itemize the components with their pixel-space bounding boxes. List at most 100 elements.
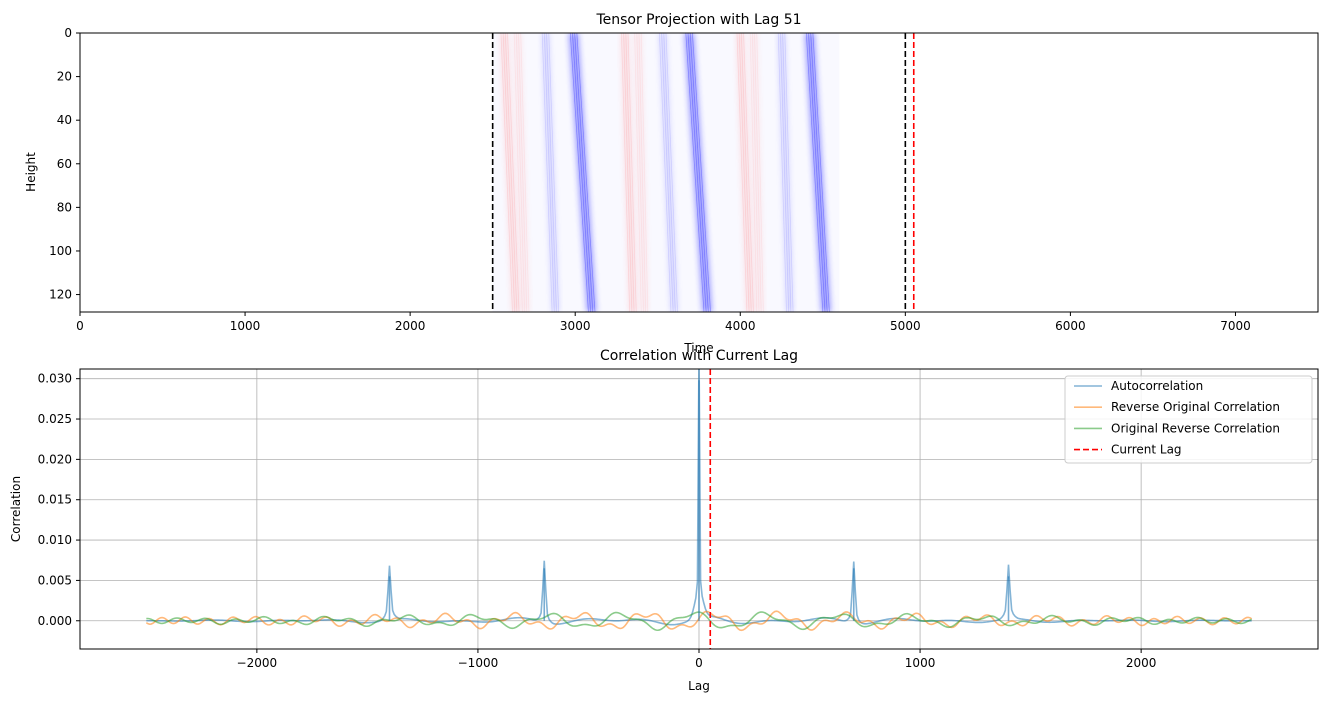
correlation-x-tick-label: −1000 <box>458 656 499 670</box>
heatmap-stripe <box>500 33 520 312</box>
heatmap-streak <box>638 33 646 312</box>
heatmap-streak <box>805 33 824 312</box>
correlation-y-tick-label: 0.005 <box>38 573 72 587</box>
heatmap-streak <box>548 33 560 312</box>
correlation-y-tick-label: 0.025 <box>38 412 72 426</box>
heatmap-streak <box>520 33 530 312</box>
heatmap-streak <box>692 33 711 312</box>
heatmap-streak <box>754 33 762 312</box>
heatmap-streak <box>572 33 591 312</box>
heatmap-streak <box>576 33 596 312</box>
heatmap-stripe <box>804 33 832 312</box>
heatmap-streak <box>640 33 649 312</box>
heatmap-streak <box>621 33 631 312</box>
heatmap-stripe <box>749 33 765 312</box>
correlation-y-tick-label: 0.020 <box>38 452 72 466</box>
heatmap-title: Tensor Projection with Lag 51 <box>595 12 801 28</box>
heatmap-y-tick-label: 100 <box>49 244 72 258</box>
heatmap-y-tick-label: 120 <box>49 288 72 302</box>
heatmap-y-tick-label: 60 <box>57 157 72 171</box>
heatmap-streak <box>784 33 794 312</box>
heatmap-streak <box>574 33 594 312</box>
heatmap-streak <box>623 33 633 312</box>
correlation-y-ticks: 0.000 0.005 0.010 0.015 0.020 0.025 0.030 <box>38 372 80 628</box>
heatmap-y-label: Height <box>24 152 38 192</box>
correlation-y-tick-label: 0.000 <box>38 614 72 628</box>
heatmap-y-tick-label: 80 <box>57 200 72 214</box>
correlation-y-tick-label: 0.030 <box>38 372 72 386</box>
heatmap-x-tick-label: 3000 <box>560 319 591 333</box>
heatmap-streak <box>685 33 705 312</box>
heatmap-streak <box>810 33 828 312</box>
heatmap-streak <box>663 33 676 312</box>
correlation-y-tick-label: 0.015 <box>38 493 72 507</box>
heatmap-streak <box>808 33 826 312</box>
heatmap-streak <box>752 33 760 312</box>
heatmap-y-tick-label: 20 <box>57 70 72 84</box>
heatmap-x-tick-label: 6000 <box>1055 319 1086 333</box>
heatmap-stripe <box>736 33 755 312</box>
heatmap-streak <box>741 33 752 312</box>
legend-label: Reverse Original Correlation <box>1111 400 1280 414</box>
correlation-y-label: Correlation <box>9 476 23 542</box>
heatmap-streak <box>777 33 787 312</box>
legend-label: Current Lag <box>1111 443 1182 457</box>
heatmap-stripe <box>658 33 679 312</box>
heatmap-frame <box>79 32 1319 313</box>
correlation-title: Correlation with Current Lag <box>600 348 798 364</box>
heatmap-streak <box>665 33 678 312</box>
heatmap-x-tick-label: 1000 <box>230 319 261 333</box>
heatmap-x-tick-label: 4000 <box>725 319 756 333</box>
legend-box <box>1064 375 1313 464</box>
correlation-x-tick-label: −2000 <box>237 656 278 670</box>
heatmap-y-tick-label: 0 <box>64 26 72 40</box>
heatmap-x-tick-label: 5000 <box>890 319 921 333</box>
correlation-x-tick-label: 1000 <box>905 656 936 670</box>
heatmap-streak <box>687 33 707 312</box>
heatmap-streak <box>659 33 672 312</box>
heatmap-stripe <box>633 33 649 312</box>
heatmap-stripe <box>684 33 713 312</box>
heatmap-streak <box>812 33 830 312</box>
heatmap-streak <box>627 33 637 312</box>
heatmap-x-label: Time <box>683 341 713 355</box>
heatmap-stripe <box>777 33 794 312</box>
heatmap-x-tick-label: 2000 <box>395 319 426 333</box>
heatmap-streak <box>625 33 635 312</box>
correlation-y-tick-label: 0.010 <box>38 533 72 547</box>
heatmap-streak <box>736 33 748 312</box>
heatmap-streak <box>502 33 516 312</box>
heatmap-streak <box>544 33 555 312</box>
heatmap-streak <box>569 33 589 312</box>
heatmap-streak <box>634 33 642 312</box>
correlation-panel: Correlation with Current Lag −2000 −1000 0… <box>9 348 1319 693</box>
heatmap-stripe <box>541 33 560 312</box>
legend: Autocorrelation Reverse Original Correlat… <box>1064 375 1313 464</box>
heatmap-streak <box>749 33 758 312</box>
heatmap-streak <box>756 33 764 312</box>
heatmap-stripe <box>620 33 637 312</box>
correlation-lines <box>145 369 1253 649</box>
heatmap-streak <box>636 33 644 312</box>
heatmap-stripe <box>513 33 530 312</box>
heatmap-streak <box>546 33 557 312</box>
heatmap-streak <box>780 33 790 312</box>
heatmap-x-tick-label: 7000 <box>1220 319 1251 333</box>
correlation-x-ticks: −2000 −1000 0 1000 2000 <box>237 649 1157 670</box>
correlation-x-label: Lag <box>688 679 710 693</box>
heatmap-content <box>492 33 840 312</box>
correlation-x-tick-label: 2000 <box>1126 656 1157 670</box>
heatmap-streak <box>504 33 518 312</box>
heatmap-y-ticks: 0 20 40 60 80 100 120 <box>49 26 80 302</box>
heatmap-streak <box>507 33 520 312</box>
heatmap-streak <box>518 33 528 312</box>
heatmap-vlines <box>491 33 915 312</box>
heatmap-panel: Tensor Projection with Lag 51 0 1000 2000 3… <box>24 12 1319 355</box>
legend-label: Original Reverse Correlation <box>1111 421 1280 435</box>
heatmap-streak <box>689 33 709 312</box>
heatmap-streak <box>515 33 525 312</box>
heatmap-y-tick-label: 40 <box>57 113 72 127</box>
heatmap-x-tick-label: 0 <box>76 319 84 333</box>
heatmap-stripe <box>568 33 597 312</box>
